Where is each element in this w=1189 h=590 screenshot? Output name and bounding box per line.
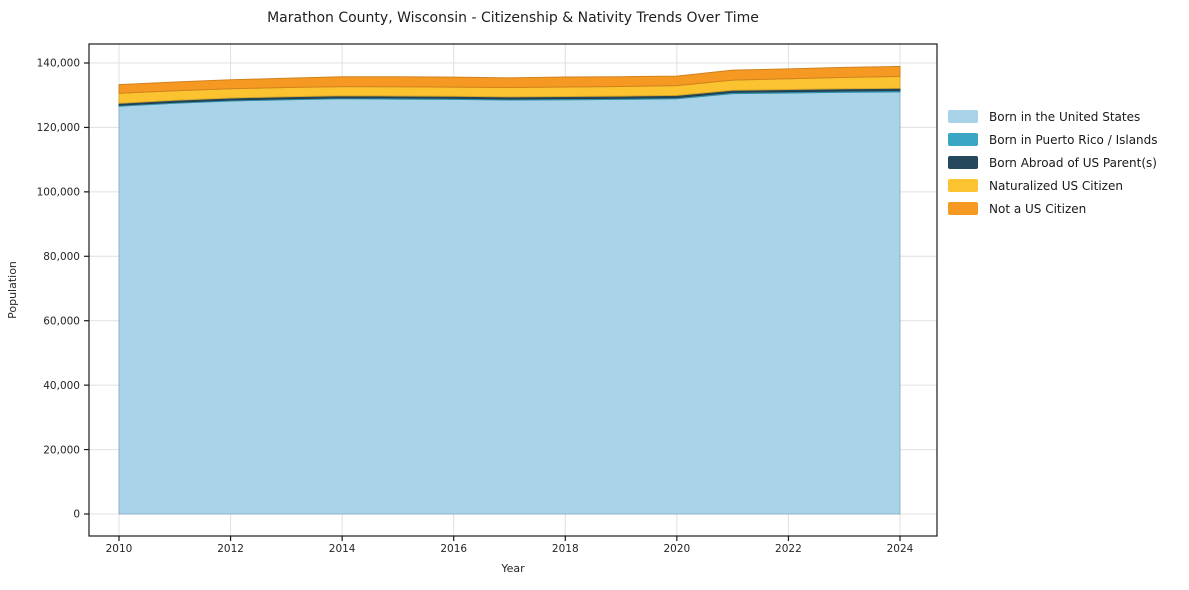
x-tick-label: 2024 [887, 543, 914, 555]
legend-item: Born in the United States [948, 105, 1158, 128]
legend-swatch-born-abroad-of-us-parent-s [948, 156, 978, 169]
legend-label: Not a US Citizen [989, 201, 1087, 216]
y-tick-label: 140,000 [37, 58, 80, 70]
axis-layer: 0 20,000 40,000 60,000 80,000 100,000 120,000 1… [37, 43, 938, 555]
y-tick-label: 100,000 [37, 187, 80, 199]
legend-item: Naturalized US Citizen [948, 174, 1158, 197]
legend-swatch-born-in-the-united-states [948, 110, 978, 123]
x-tick-label: 2020 [663, 543, 690, 555]
y-tick-label: 20,000 [43, 444, 80, 456]
x-tick-label: 2018 [552, 543, 579, 555]
legend-item: Born Abroad of US Parent(s) [948, 151, 1158, 174]
plot-border [88, 43, 938, 537]
legend-label: Born in the United States [989, 109, 1141, 124]
chart-title: Marathon County, Wisconsin - Citizenship… [267, 10, 759, 26]
y-tick-label: 40,000 [43, 380, 80, 392]
x-tick-label: 2016 [440, 543, 467, 555]
legend: Born in the United States Born in Puerto … [948, 105, 1158, 220]
area-layer [118, 65, 901, 515]
y-tick-label: 0 [73, 509, 80, 521]
legend-item: Born in Puerto Rico / Islands [948, 128, 1158, 151]
legend-swatch-born-in-puerto-rico-islands [948, 133, 978, 146]
legend-label: Born Abroad of US Parent(s) [989, 155, 1157, 170]
y-axis-label: Population [6, 261, 19, 319]
x-axis-label: Year [500, 562, 525, 575]
legend-label: Born in Puerto Rico / Islands [989, 132, 1158, 147]
area-not-a-us-citizen [118, 65, 901, 94]
legend-swatch-not-a-us-citizen [948, 202, 978, 215]
x-tick-label: 2012 [217, 543, 244, 555]
x-tick-label: 2010 [106, 543, 133, 555]
legend-label: Naturalized US Citizen [989, 178, 1123, 193]
x-tick-label: 2022 [775, 543, 802, 555]
x-tick-label: 2014 [329, 543, 356, 555]
y-tick-label: 80,000 [43, 251, 80, 263]
y-tick-label: 60,000 [43, 315, 80, 327]
y-tick-label: 120,000 [37, 122, 80, 134]
area-born-in-the-united-states [118, 91, 901, 515]
legend-swatch-naturalized-us-citizen [948, 179, 978, 192]
legend-item: Not a US Citizen [948, 197, 1158, 220]
